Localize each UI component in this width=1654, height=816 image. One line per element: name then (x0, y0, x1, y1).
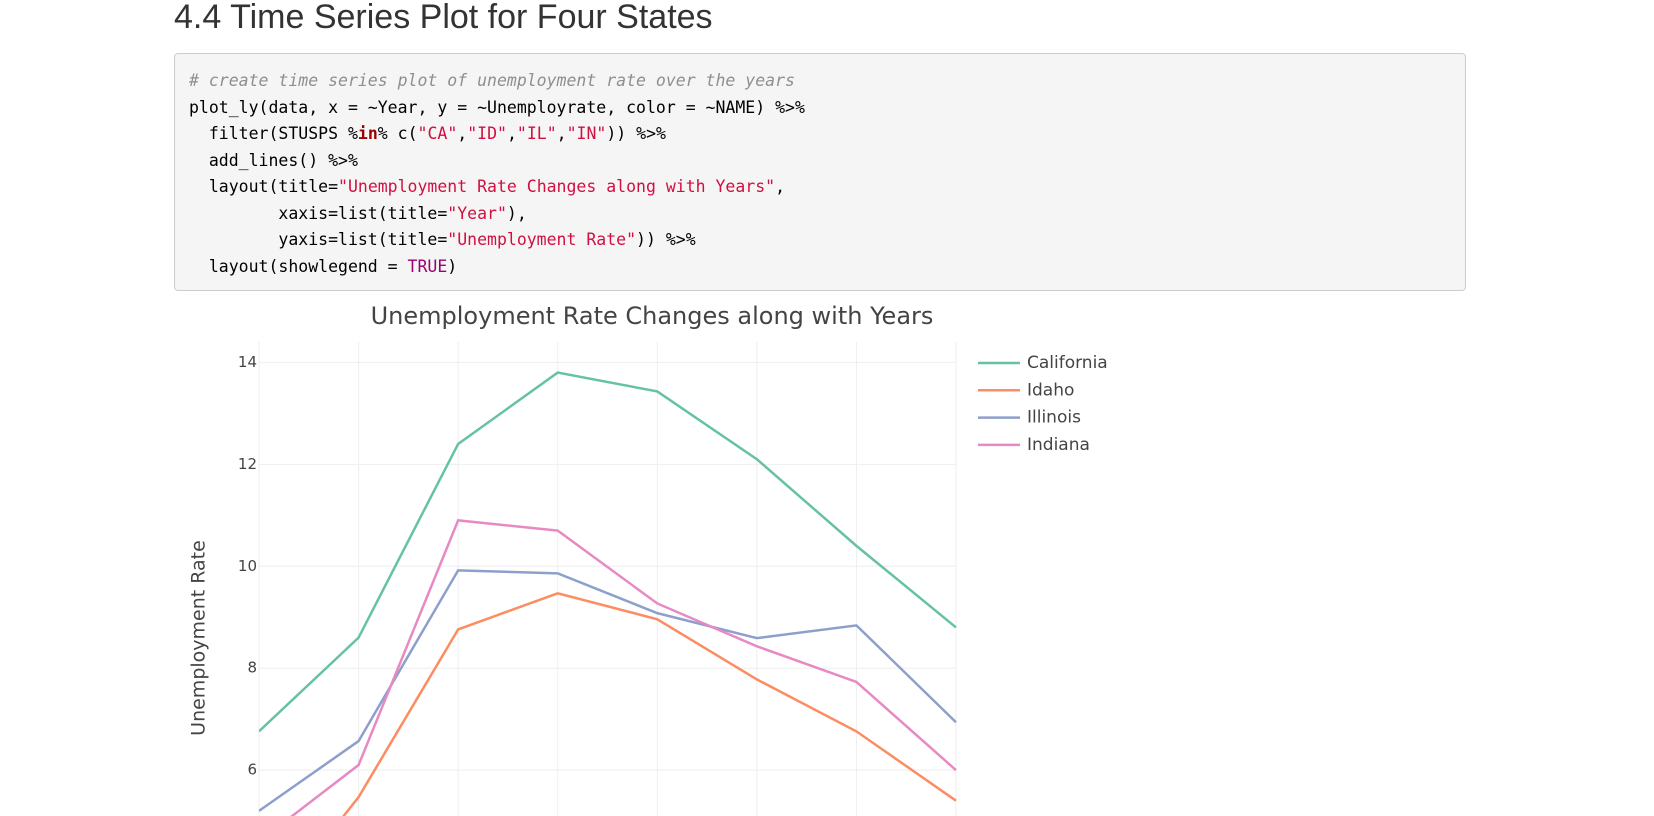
series-line (290, 519, 957, 816)
code-line: layout(title="Unemployment Rate Changes … (189, 174, 1451, 201)
code-token: "Unemployment Rate" (447, 230, 637, 249)
series-line (342, 591, 957, 816)
code-token: ) (447, 256, 458, 276)
code-token: add_lines() %>% (189, 150, 358, 170)
y-tick-label: 8 (247, 659, 257, 677)
code-token: layout(showlegend = (189, 256, 408, 276)
code-token: , (775, 177, 786, 196)
code-token: , (457, 124, 468, 143)
code-block: # create time series plot of unemploymen… (174, 53, 1466, 291)
code-token: "Year" (447, 203, 507, 223)
code-token: xaxis=list(title= (189, 203, 448, 223)
code-token: "CA" (417, 124, 458, 143)
code-line: layout(showlegend = TRUE) (189, 254, 1451, 281)
legend-label: Idaho (1027, 380, 1074, 400)
series-line (259, 569, 957, 812)
code-token: # create time series plot of unemploymen… (189, 71, 795, 90)
legend-label: California (1027, 353, 1108, 373)
legend-label: Indiana (1027, 435, 1090, 455)
code-token: plot_ly(data, x = ~Year, y = ~Unemployra… (189, 97, 805, 117)
y-tick-label: 10 (238, 557, 257, 575)
y-tick-label: 14 (238, 353, 257, 371)
code-line: add_lines() %>% (189, 148, 1451, 175)
y-tick-label: 12 (238, 455, 257, 473)
y-axis-title: Unemployment Rate (188, 540, 210, 736)
code-token: "IL" (516, 124, 557, 143)
code-token: ), (506, 203, 527, 223)
code-line: xaxis=list(title="Year"), (189, 201, 1451, 228)
code-line: yaxis=list(title="Unemployment Rate")) %… (189, 227, 1451, 254)
code-token: % c( (377, 124, 418, 143)
code-token: in (357, 124, 378, 143)
series-line (259, 371, 957, 733)
legend-label: Illinois (1027, 408, 1081, 428)
code-token: )) %>% (606, 124, 666, 143)
code-token: "ID" (467, 124, 507, 143)
y-tick-label: 6 (247, 761, 257, 779)
code-token: "IN" (566, 124, 607, 143)
code-token: , (556, 124, 567, 143)
code-token: )) %>% (636, 230, 696, 249)
code-line: plot_ly(data, x = ~Year, y = ~Unemployra… (189, 95, 1451, 122)
code-token: yaxis=list(title= (189, 230, 448, 249)
code-line: filter(STUSPS %in% c("CA","ID","IL","IN"… (189, 121, 1451, 148)
code-token: "Unemployment Rate Changes along with Ye… (338, 177, 776, 196)
plot-area (259, 371, 957, 816)
code-token: filter(STUSPS % (189, 124, 358, 143)
code-token: TRUE (407, 256, 448, 276)
code-token: , (506, 124, 517, 143)
code-token: layout(title= (189, 177, 339, 196)
chart-title: Unemployment Rate Changes along with Yea… (371, 302, 934, 330)
section-heading: 4.4 Time Series Plot for Four States (174, 0, 713, 36)
code-line: # create time series plot of unemploymen… (189, 68, 1451, 95)
